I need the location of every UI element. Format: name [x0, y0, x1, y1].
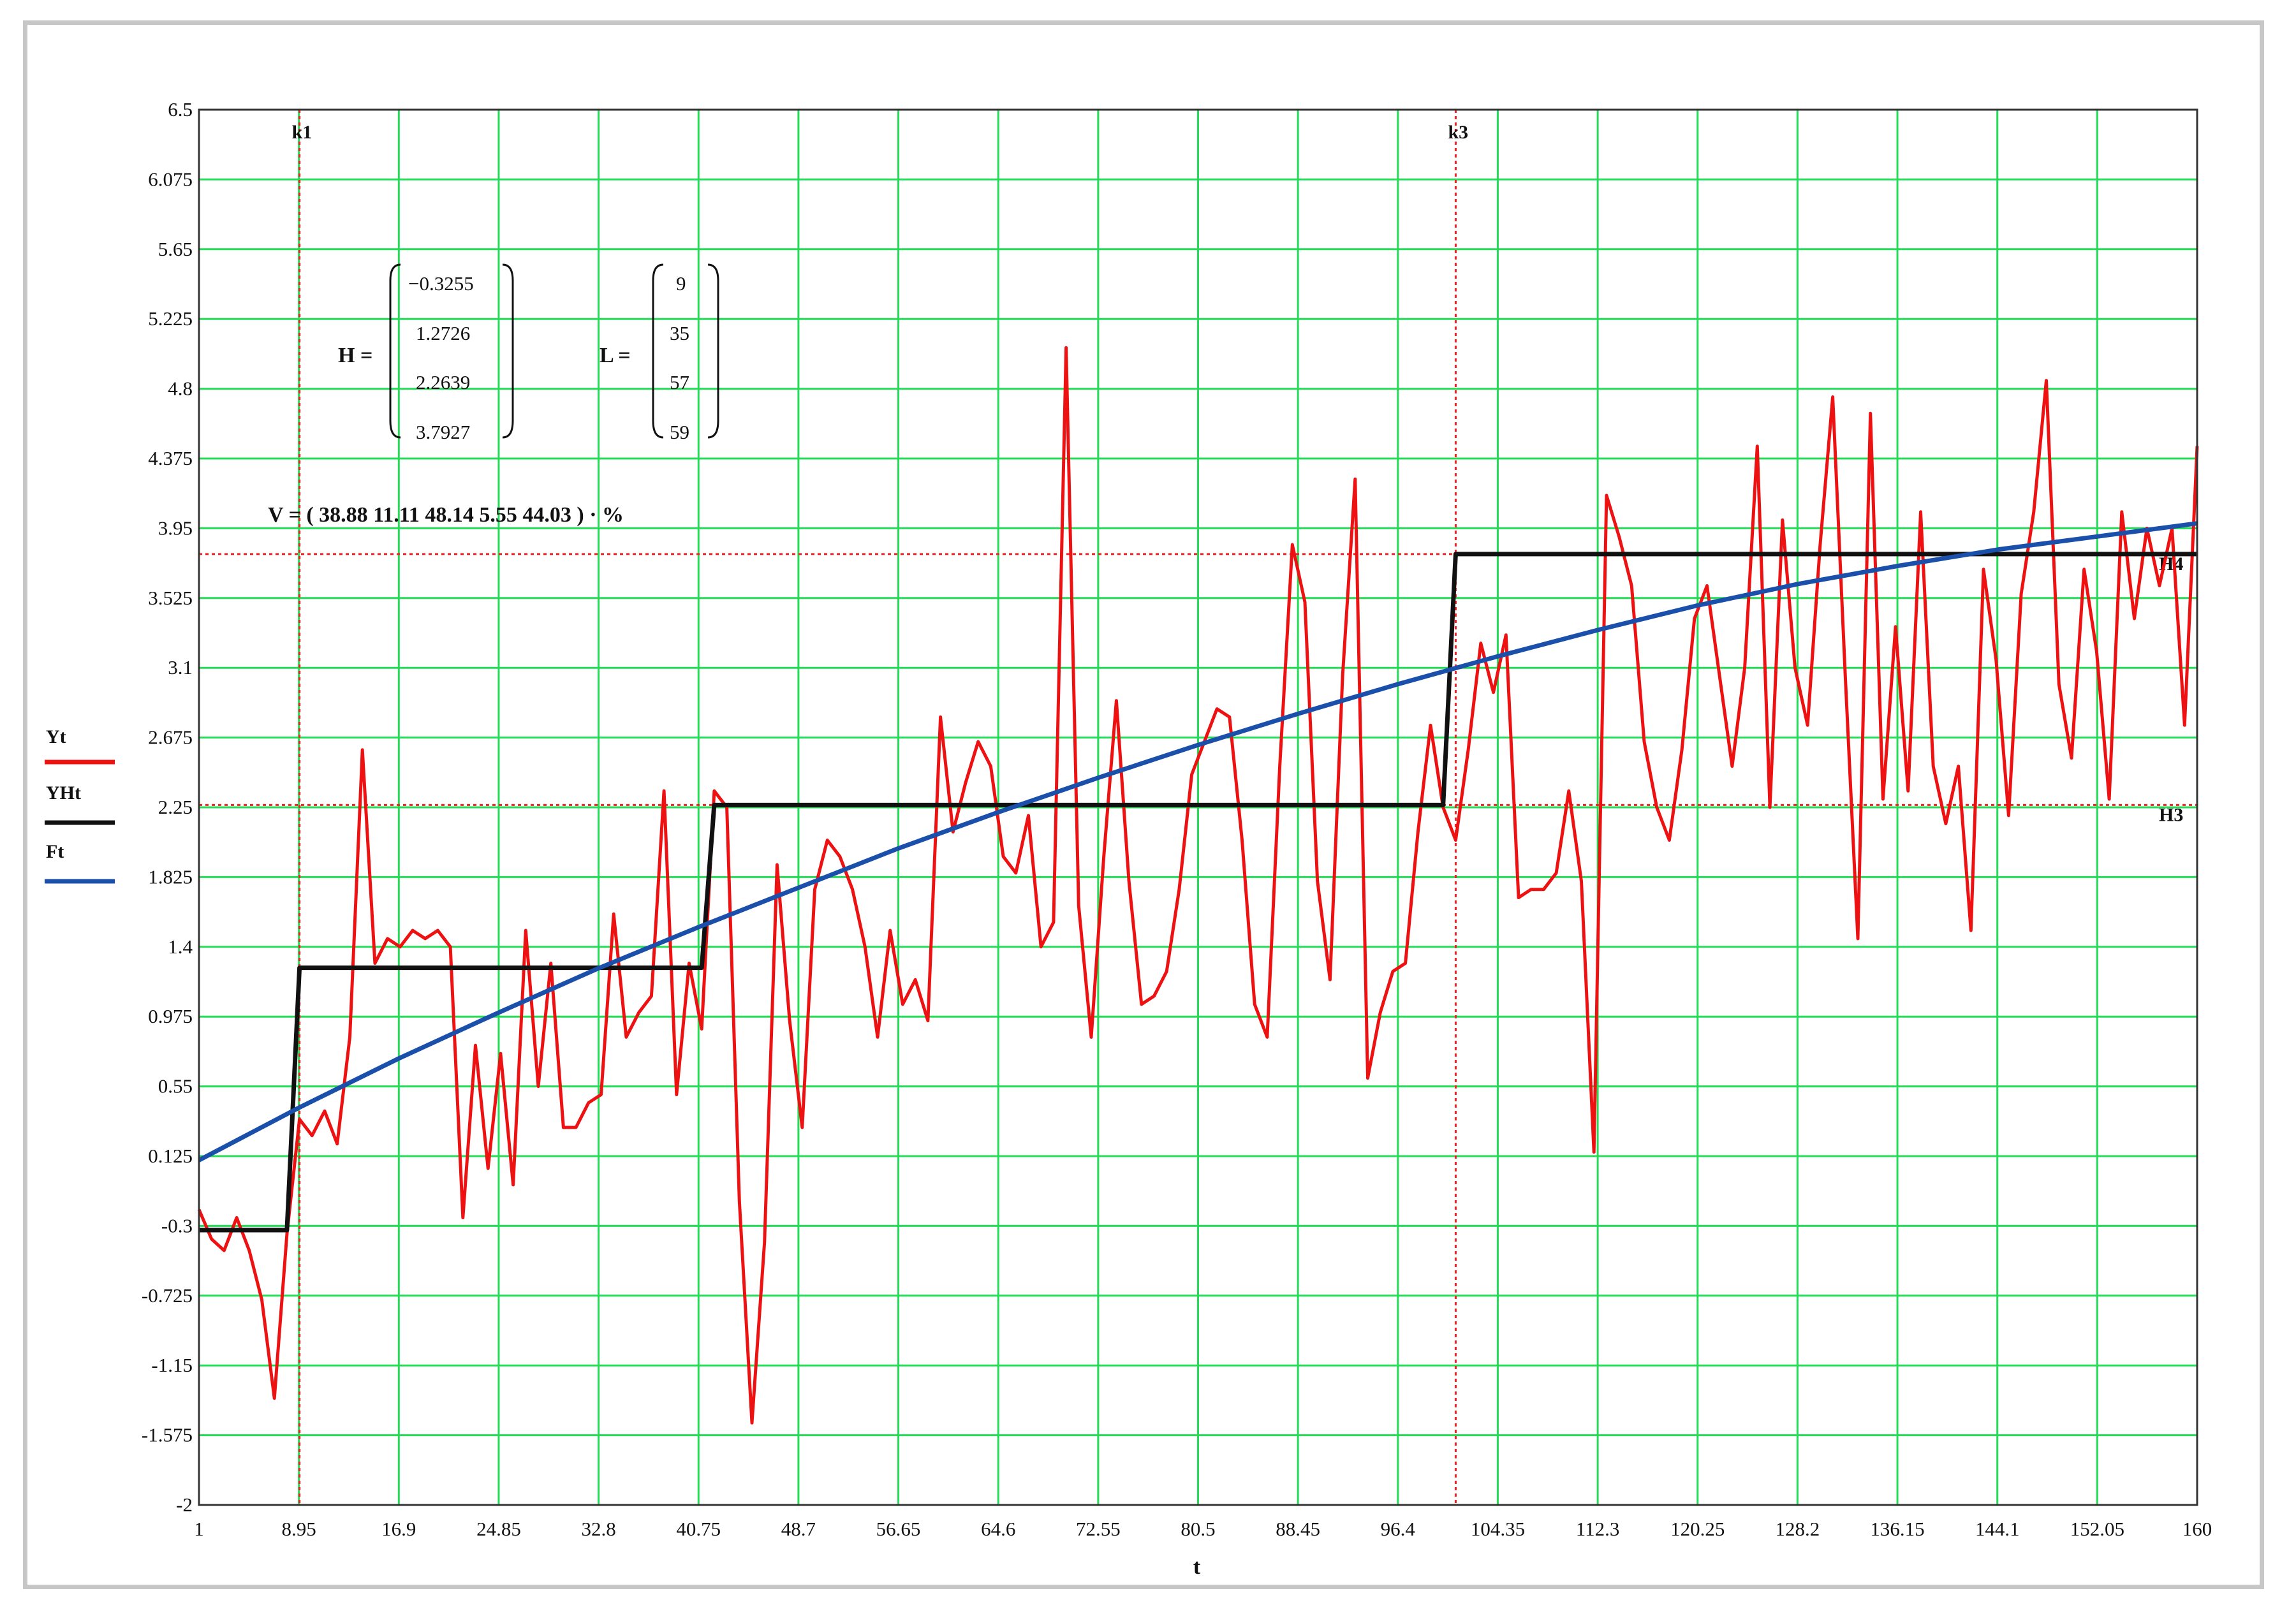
marker-label: H3	[2159, 804, 2183, 825]
x-tick-label: 56.65	[876, 1518, 921, 1540]
y-tick-label: -2	[176, 1493, 193, 1516]
h-label: H =	[338, 344, 372, 367]
y-tick-label: -1.15	[151, 1354, 193, 1376]
h-value: 3.7927	[416, 421, 470, 443]
marker-label: k1	[292, 122, 313, 143]
y-tick-label: -0.725	[142, 1284, 193, 1307]
y-tick-label: -1.575	[142, 1424, 193, 1446]
x-tick-label: 120.25	[1670, 1518, 1725, 1540]
y-tick-label: 6.5	[168, 98, 193, 121]
legend-label: Ft	[46, 841, 64, 862]
y-tick-label: 0.975	[148, 1005, 193, 1027]
x-tick-label: 40.75	[676, 1518, 721, 1540]
x-tick-label: 96.4	[1381, 1518, 1416, 1540]
y-tick-label: 3.95	[158, 517, 193, 539]
x-tick-label: 160	[2182, 1518, 2212, 1540]
x-tick-label: 72.55	[1076, 1518, 1121, 1540]
x-tick-label: 24.85	[476, 1518, 521, 1540]
series-yht-line	[199, 552, 2197, 1233]
y-tick-label: 0.55	[158, 1075, 193, 1097]
x-tick-label: 152.05	[2070, 1518, 2124, 1540]
l-value: 35	[670, 322, 689, 344]
x-tick-label: 1	[194, 1518, 204, 1540]
y-tick-label: 4.8	[168, 378, 193, 400]
h-bracket-right	[502, 263, 514, 439]
y-tick-label: 6.075	[148, 168, 193, 190]
l-value: 59	[670, 421, 689, 443]
legend-label: Yt	[46, 726, 66, 747]
v-vector: V = ( 38.88 11.11 48.14 5.55 44.03 ) · %	[268, 503, 624, 527]
y-tick-label: 1.825	[148, 865, 193, 888]
x-tick-label: 112.3	[1576, 1518, 1620, 1540]
x-tick-label: 16.9	[381, 1518, 416, 1540]
x-tick-label: 144.1	[1975, 1518, 2020, 1540]
series-layer	[197, 346, 2199, 1425]
h-value: 1.2726	[416, 322, 470, 344]
plot-border	[198, 108, 2198, 1506]
h-value: −0.3255	[408, 272, 474, 295]
y-tick-label: 3.525	[148, 587, 193, 609]
x-tick-label: 8.95	[282, 1518, 316, 1540]
l-label: L =	[600, 344, 631, 367]
y-tick-label: 3.1	[168, 656, 193, 679]
y-tick-label: 0.125	[148, 1145, 193, 1167]
marker-label: k3	[1448, 122, 1468, 143]
y-tick-label: -0.3	[161, 1214, 193, 1236]
x-tick-label: 104.35	[1471, 1518, 1525, 1540]
legend-label: YHt	[46, 782, 81, 803]
l-value: 57	[670, 371, 689, 393]
x-tick-label: 128.2	[1776, 1518, 1820, 1540]
x-tick-label: 48.7	[781, 1518, 816, 1540]
h-bracket-left	[389, 263, 401, 439]
l-bracket-left	[652, 263, 664, 439]
x-tick-label: 88.45	[1276, 1518, 1320, 1540]
l-value: 9	[676, 272, 686, 295]
series-yt-line	[197, 346, 2199, 1425]
grid	[198, 108, 2198, 1506]
y-tick-label: 4.375	[148, 447, 193, 469]
legend: Yt YHt Ft	[45, 726, 115, 884]
h-vector: H = −0.3255 1.2726 2.2639 3.7927	[338, 263, 514, 443]
series-ft-line	[198, 521, 2198, 1163]
tick-labels: 1 8.95 16.9 24.85 32.8 40.75 48.7 56.65 64.6 72.5…	[142, 98, 2212, 1540]
x-tick-label: 136.15	[1870, 1518, 1924, 1540]
x-tick-label: 64.6	[981, 1518, 1015, 1540]
h-value: 2.2639	[416, 371, 470, 393]
l-bracket-right	[707, 263, 719, 439]
y-tick-label: 1.4	[168, 935, 193, 958]
y-tick-label: 5.225	[148, 307, 193, 330]
x-tick-label: 32.8	[581, 1518, 615, 1540]
x-axis-label: t	[1193, 1555, 1201, 1579]
y-tick-label: 2.25	[158, 796, 193, 818]
y-tick-label: 5.65	[158, 238, 193, 260]
l-vector: L = 9 35 57 59	[600, 263, 719, 443]
y-tick-label: 2.675	[148, 726, 193, 749]
x-tick-label: 80.5	[1181, 1518, 1215, 1540]
